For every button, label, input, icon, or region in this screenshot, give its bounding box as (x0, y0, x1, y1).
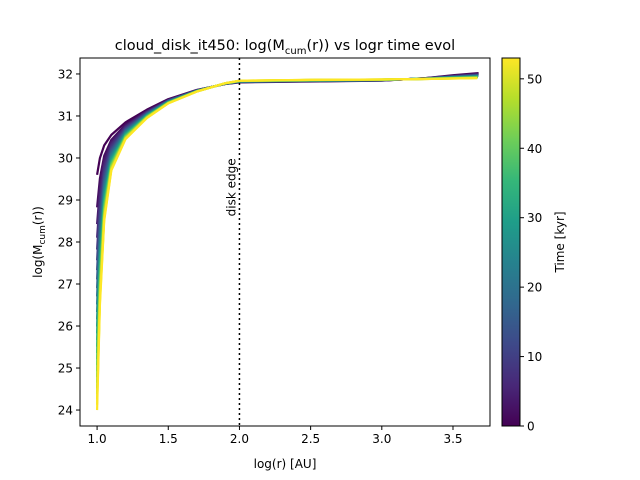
series-curve (95, 76, 478, 400)
x-tick-label: 2.0 (230, 432, 249, 446)
series-curve (95, 76, 478, 383)
y-tick-label: 27 (58, 278, 73, 292)
series-curve (95, 72, 479, 208)
colorbar-tick-label: 10 (527, 350, 542, 364)
y-tick-label: 25 (58, 362, 73, 376)
series-curve (95, 76, 478, 389)
series-curve (95, 75, 478, 334)
y-tick-label: 24 (58, 404, 73, 418)
y-tick-label: 26 (58, 320, 73, 334)
series-curve (95, 73, 479, 261)
disk-edge-annotation: disk edge (224, 158, 238, 216)
x-tick-label: 3.0 (372, 432, 391, 446)
colorbar-label: Time [kyr] (553, 211, 567, 273)
y-tick-label: 31 (58, 109, 73, 123)
colorbar-tick-label: 20 (527, 281, 542, 295)
series-curve (95, 76, 478, 405)
series-curve (95, 74, 479, 271)
y-axis-ticks: 24 25 26 27 28 29 30 31 32 (58, 67, 80, 418)
colorbar-ticks: 0 10 20 30 40 50 (520, 72, 542, 434)
title-subscript: cum (285, 46, 307, 57)
series-curve (95, 73, 479, 238)
series-curve (95, 73, 479, 225)
y-tick-label: 30 (58, 151, 73, 165)
ylabel-subscript: cum (38, 225, 48, 244)
x-tick-label: 2.5 (301, 432, 320, 446)
x-tick-label: 1.0 (88, 432, 107, 446)
series-curve (95, 75, 478, 354)
colorbar-tick-label: 30 (527, 211, 542, 225)
colorbar-tick-label: 0 (527, 420, 535, 434)
series-curve (95, 77, 478, 411)
series-curve (95, 75, 478, 341)
y-tick-label: 29 (58, 193, 73, 207)
y-tick-label: 32 (58, 67, 73, 81)
colorbar-tick-label: 50 (527, 72, 542, 86)
series-curve (95, 75, 478, 347)
colorbar (501, 57, 521, 427)
series-curve (95, 73, 479, 250)
colorbar-tick-label: 40 (527, 142, 542, 156)
series-curve (95, 76, 478, 378)
x-axis-ticks: 1.0 1.5 2.0 2.5 3.0 3.5 (88, 426, 463, 446)
series-curves (95, 72, 479, 411)
y-axis-label: log(Mcum(r)) (31, 206, 48, 278)
series-curve (95, 75, 478, 360)
x-tick-label: 1.5 (159, 432, 178, 446)
series-curve (95, 72, 479, 175)
series-curve (95, 76, 478, 395)
x-axis-label: log(r) [AU] (254, 457, 317, 471)
y-tick-label: 28 (58, 236, 73, 250)
series-curve (95, 76, 478, 372)
chart-title: cloud_disk_it450: log(Mcum(r)) vs logr t… (115, 38, 455, 57)
series-curve (95, 76, 478, 366)
x-tick-label: 3.5 (443, 432, 462, 446)
